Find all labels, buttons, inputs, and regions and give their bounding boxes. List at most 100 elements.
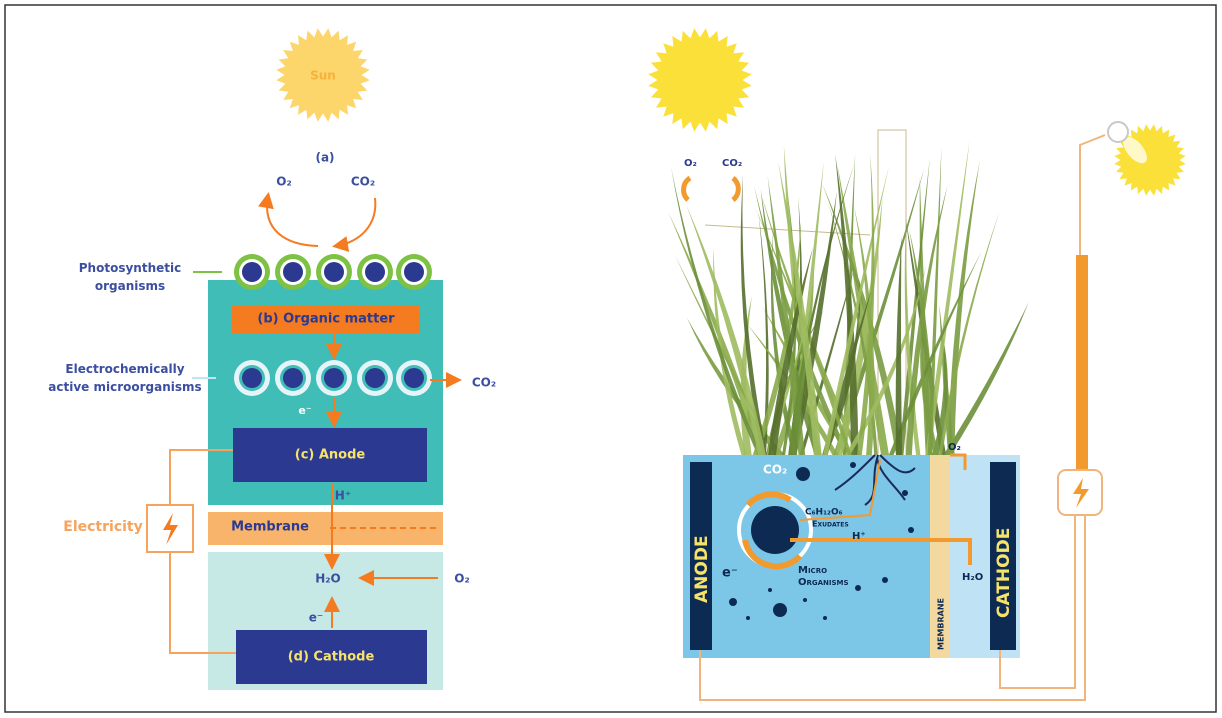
cathode-label: CATHODE — [994, 528, 1014, 618]
o2-arrow — [258, 192, 319, 247]
frame — [4, 4, 1217, 713]
leaf — [778, 161, 822, 456]
bolt — [1073, 478, 1089, 508]
cell-core — [404, 262, 424, 282]
electron: e⁻ — [722, 566, 738, 581]
leaf — [895, 235, 903, 455]
particle — [823, 616, 827, 620]
leaf — [822, 184, 903, 455]
leaf — [938, 212, 1000, 455]
cycle-arrow — [745, 491, 792, 508]
grass — [668, 140, 1029, 456]
particle — [768, 588, 772, 592]
particle — [850, 462, 856, 468]
sun — [648, 28, 752, 132]
cathode — [236, 630, 427, 684]
particle — [882, 577, 888, 583]
wire-band — [1076, 255, 1088, 470]
particle — [902, 490, 908, 496]
glucose: C₆H₁₂O₆ — [805, 508, 843, 518]
sun — [276, 28, 370, 122]
particle — [729, 598, 737, 606]
anode — [233, 428, 427, 482]
anode-label: ANODE — [692, 535, 712, 603]
exudates: Exudates — [812, 520, 849, 529]
o2-in: O₂ — [454, 572, 469, 586]
leaf — [905, 185, 948, 455]
panel-label: (a) — [315, 151, 334, 165]
leaf — [755, 207, 852, 455]
particle — [855, 585, 861, 591]
electroactive-label: Electrochemically active microorganisms — [48, 362, 201, 394]
microorganisms: Micro Organisms — [798, 565, 849, 588]
cell-core — [365, 262, 385, 282]
particle — [746, 616, 750, 620]
wire — [169, 449, 236, 654]
o2-path — [950, 453, 967, 470]
cycle-arrow — [742, 539, 803, 570]
leaf — [888, 251, 982, 455]
bolt — [163, 513, 178, 545]
proton: H⁺ — [852, 531, 866, 542]
leaf — [835, 154, 859, 455]
cells — [234, 254, 432, 396]
cell-core — [283, 262, 303, 282]
sun-label: Sun — [310, 69, 336, 83]
leaf — [770, 231, 798, 455]
leaf — [925, 140, 970, 455]
particle — [803, 598, 807, 602]
anode-label: (c) Anode — [295, 448, 366, 463]
cathode-label: (d) Cathode — [288, 650, 375, 665]
cell-core — [324, 262, 344, 282]
particle — [773, 603, 787, 617]
lamp-socket — [1107, 121, 1129, 143]
co2-air: CO₂ — [722, 158, 742, 169]
electron: e⁻ — [298, 404, 311, 417]
leaf — [837, 164, 890, 455]
cell-core — [242, 368, 262, 388]
membrane-strip — [930, 455, 950, 658]
roots — [834, 454, 916, 506]
leaf — [948, 160, 980, 455]
cell-core — [324, 368, 344, 388]
leaf — [920, 302, 940, 455]
leaf — [856, 154, 875, 455]
cell-core — [242, 262, 262, 282]
leaf — [767, 176, 806, 455]
o2-air: O₂ — [684, 158, 697, 169]
co2-out: CO₂ — [472, 376, 496, 390]
suns — [276, 28, 1186, 196]
organic-matter-box — [232, 305, 420, 333]
membrane-label: Membrane — [231, 520, 309, 535]
particle — [796, 467, 810, 481]
water: H₂O — [962, 572, 983, 583]
leaf — [740, 174, 767, 455]
co2-label: CO₂ — [351, 175, 375, 189]
proton-path — [790, 538, 972, 565]
cell-core — [283, 368, 303, 388]
cathode-bar — [990, 462, 1016, 650]
gas-arrow — [731, 176, 741, 202]
o2-cathode: O₂ — [948, 442, 961, 453]
organic-matter: (b) Organic matter — [257, 312, 395, 327]
tank — [683, 455, 933, 658]
exudate-path — [799, 459, 881, 521]
leaf — [758, 212, 769, 455]
leaf — [899, 157, 930, 455]
electron: e⁻ — [309, 611, 323, 625]
gas-arrow — [681, 175, 692, 202]
co2-arrow — [332, 197, 377, 252]
membrane-label: MEMBRANE — [937, 598, 946, 650]
anode-bar — [690, 462, 712, 650]
cell-core — [365, 368, 385, 388]
leaf — [686, 205, 766, 455]
particle — [908, 527, 914, 533]
water: H₂O — [315, 572, 341, 586]
co2-tank: CO₂ — [763, 463, 787, 477]
cell-core — [404, 368, 424, 388]
leaf — [853, 205, 875, 455]
proton: H⁺ — [335, 489, 351, 503]
lamp-bulb — [1123, 136, 1147, 164]
microbe — [751, 506, 799, 554]
